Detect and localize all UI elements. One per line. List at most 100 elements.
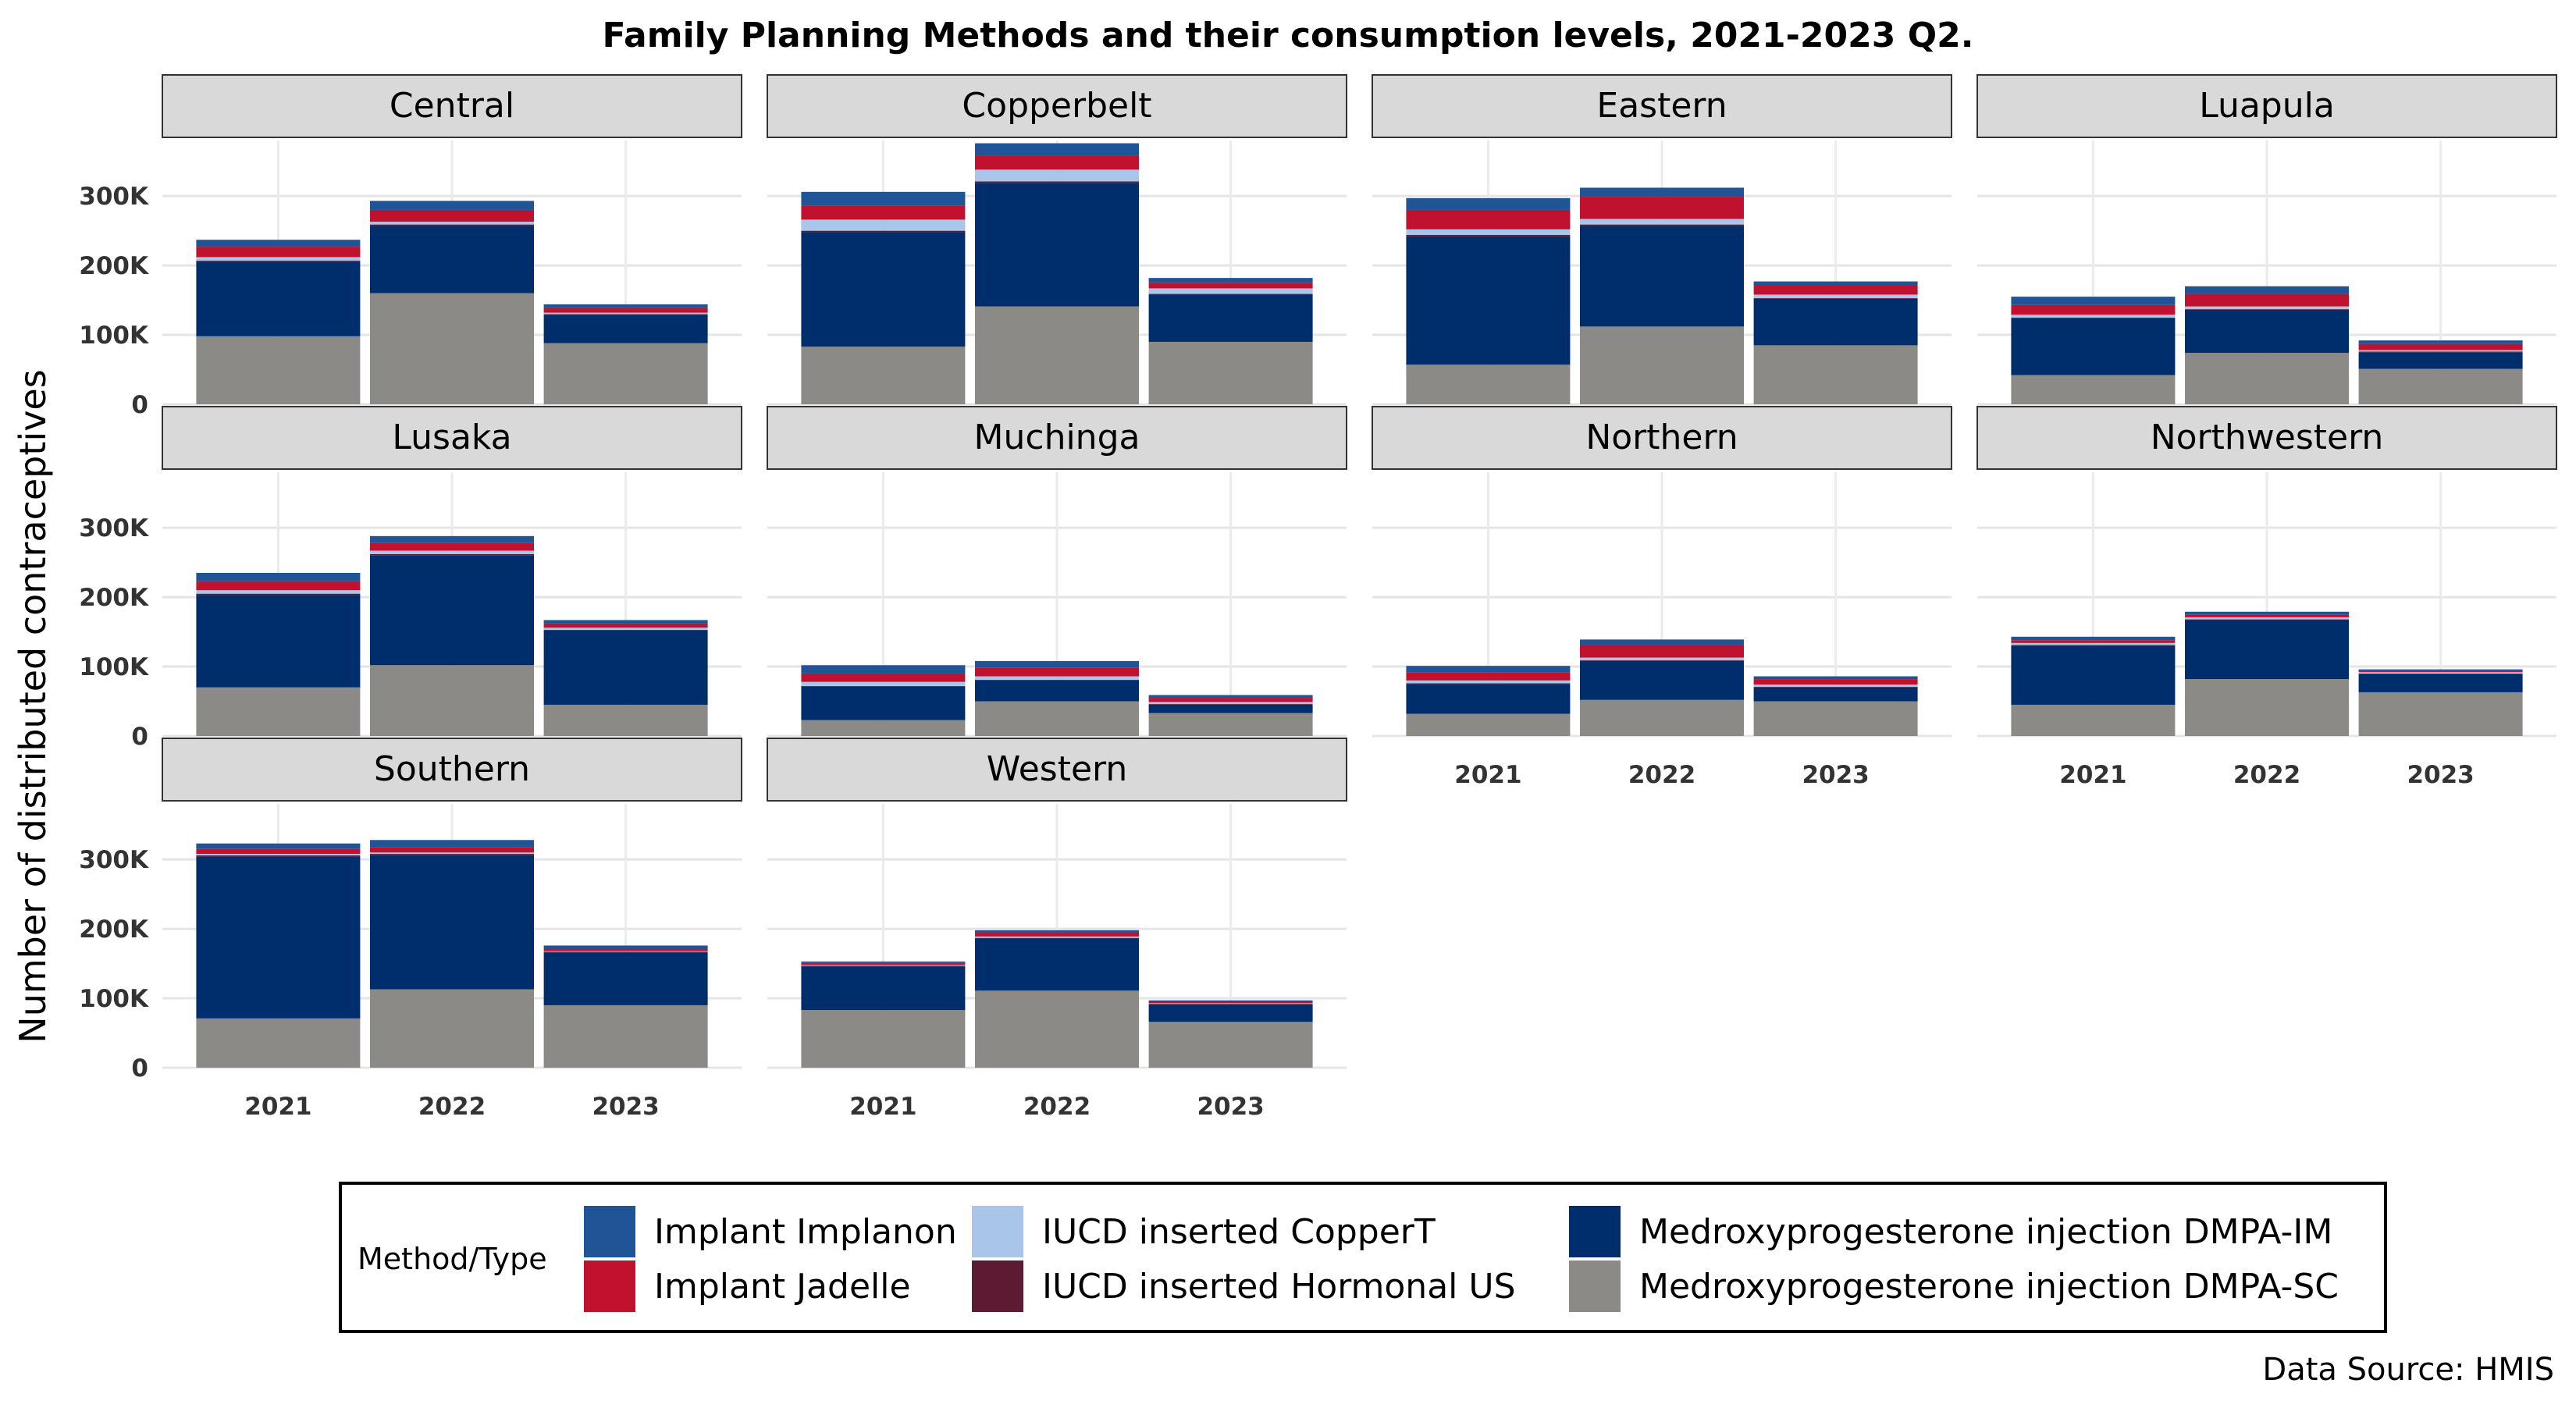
- facet-strip-northern: [1372, 406, 1952, 470]
- legend-box: [339, 1182, 2387, 1333]
- legend-label-iucd_hormonal: IUCD inserted Hormonal US: [1042, 1267, 1516, 1307]
- facet-panel-eastern: Eastern: [1372, 74, 1952, 406]
- bar-western-2021-implant_jadelle: [801, 962, 966, 965]
- facet-panel-western: Western 2021 2022 2023: [767, 738, 1347, 1121]
- bar-lusaka-2023-dmpa_sc: [543, 704, 708, 736]
- legend-swatch-iucd_hormonal: [972, 1260, 1023, 1312]
- bar-northwestern-2021-iucd_coppert: [2011, 642, 2176, 645]
- bar-copperbelt-2023-iucd_hormonal: [1148, 293, 1313, 295]
- y-axis-label: Number of distributed contraceptives: [12, 369, 54, 1043]
- bar-southern-2021-dmpa_im: [196, 856, 361, 1019]
- bar-muchinga-2023-implant_implanon: [1148, 695, 1313, 699]
- bar-eastern-2023-dmpa_sc: [1753, 345, 1918, 404]
- bar-southern-2022-dmpa_im: [370, 855, 534, 990]
- bar-luapula-2021-implant_implanon: [2011, 297, 2176, 305]
- bar-luapula-2022-iucd_hormonal: [2185, 309, 2349, 311]
- bar-copperbelt-2023-implant_implanon: [1148, 278, 1313, 283]
- bar-central-2022-iucd_coppert: [370, 222, 534, 225]
- bar-eastern-2022-implant_implanon: [1580, 187, 1744, 197]
- bar-lusaka-2023-iucd_coppert: [543, 628, 708, 630]
- x-tick-label: 2021: [849, 1093, 916, 1121]
- bar-luapula-2023-dmpa_sc: [2358, 368, 2523, 404]
- facet-panels: Central 0 100K 200K 300K Copperbelt Eastern Lua…: [79, 74, 2557, 1121]
- bar-muchinga-2023-implant_jadelle: [1148, 698, 1313, 702]
- bar-central-2023-dmpa_sc: [543, 343, 708, 404]
- bar-muchinga-2023-dmpa_sc: [1148, 713, 1313, 736]
- bar-northwestern-2022-implant_jadelle: [2185, 614, 2349, 617]
- bar-copperbelt-2021-implant_jadelle: [801, 205, 966, 220]
- legend-items: Implant Implanon Implant Jadelle IUCD inse…: [584, 1206, 2339, 1312]
- bar-lusaka-2022-iucd_coppert: [370, 550, 534, 554]
- bar-muchinga-2023-iucd_hormonal: [1148, 704, 1313, 705]
- bar-lusaka-2021-implant_jadelle: [196, 581, 361, 591]
- y-tick-label: 200K: [79, 584, 149, 612]
- facet-strip-western: [767, 738, 1347, 802]
- bar-northwestern-2022-iucd_coppert: [2185, 617, 2349, 620]
- bar-lusaka-2022-implant_jadelle: [370, 542, 534, 551]
- bar-central-2021-iucd_coppert: [196, 257, 361, 261]
- bar-northwestern-2023-dmpa_im: [2358, 674, 2523, 692]
- bar-northwestern-2023-dmpa_sc: [2358, 692, 2523, 736]
- bar-central-2022-implant_implanon: [370, 201, 534, 210]
- bar-western-2021-dmpa_im: [801, 966, 966, 1011]
- bar-eastern-2022-iucd_coppert: [1580, 219, 1744, 225]
- bar-lusaka-2022-dmpa_sc: [370, 665, 534, 736]
- bar-muchinga-2023-iucd_coppert: [1148, 702, 1313, 705]
- x-tick-label: 2023: [2407, 761, 2474, 789]
- bar-western-2021-dmpa_sc: [801, 1010, 966, 1068]
- data-source-caption: Data Source: HMIS: [2262, 1352, 2554, 1388]
- bar-lusaka-2021-iucd_coppert: [196, 590, 361, 594]
- facet-strip-label-lusaka: Lusaka: [392, 418, 511, 457]
- bar-western-2022-implant_implanon: [975, 930, 1139, 933]
- bar-southern-2022-implant_implanon: [370, 840, 534, 848]
- y-tick-label: 100K: [79, 985, 149, 1013]
- bar-eastern-2021-iucd_hormonal: [1406, 234, 1571, 236]
- bar-copperbelt-2022-iucd_hormonal: [975, 181, 1139, 183]
- bar-northern-2021-dmpa_sc: [1406, 713, 1571, 736]
- facet-strip-copperbelt: [767, 74, 1347, 138]
- bar-luapula-2021-implant_jadelle: [2011, 304, 2176, 315]
- bar-southern-2021-iucd_hormonal: [196, 855, 361, 857]
- bar-muchinga-2021-implant_jadelle: [801, 673, 966, 682]
- bar-central-2021-dmpa_sc: [196, 336, 361, 404]
- x-tick-label: 2021: [1454, 761, 1521, 789]
- bar-western-2022-dmpa_im: [975, 938, 1139, 991]
- bar-eastern-2022-dmpa_im: [1580, 226, 1744, 327]
- bar-central-2023-iucd_hormonal: [543, 314, 708, 315]
- bar-eastern-2022-iucd_hormonal: [1580, 224, 1744, 226]
- x-tick-label: 2021: [2059, 761, 2126, 789]
- bar-southern-2022-iucd_coppert: [370, 852, 534, 855]
- bar-northern-2022-implant_jadelle: [1580, 645, 1744, 658]
- bar-northern-2021-implant_jadelle: [1406, 672, 1571, 681]
- bar-northwestern-2021-implant_implanon: [2011, 636, 2176, 641]
- bar-luapula-2022-iucd_coppert: [2185, 306, 2349, 310]
- y-tick-label: 100K: [79, 322, 149, 350]
- facet-strip-label-northwestern: Northwestern: [2151, 418, 2384, 457]
- facet-strip-label-southern: Southern: [374, 749, 530, 789]
- bar-eastern-2022-implant_jadelle: [1580, 197, 1744, 219]
- bar-copperbelt-2022-implant_implanon: [975, 143, 1139, 156]
- legend-label-dmpa_im: Medroxyprogesterone injection DMPA-IM: [1639, 1212, 2332, 1252]
- x-tick-label: 2023: [1197, 1093, 1264, 1121]
- bar-eastern-2021-implant_implanon: [1406, 197, 1571, 210]
- bar-northwestern-2022-implant_implanon: [2185, 611, 2349, 615]
- bar-northern-2022-dmpa_sc: [1580, 699, 1744, 736]
- bar-western-2022-dmpa_sc: [975, 990, 1139, 1068]
- bar-luapula-2023-implant_jadelle: [2358, 343, 2523, 350]
- bar-northern-2021-iucd_hormonal: [1406, 683, 1571, 684]
- legend-label-implant_jadelle: Implant Jadelle: [654, 1267, 911, 1307]
- bar-southern-2023-iucd_coppert: [543, 951, 708, 952]
- y-tick-label: 200K: [79, 916, 149, 944]
- facet-strip-label-western: Western: [987, 749, 1127, 789]
- facet-strip-label-northern: Northern: [1585, 418, 1738, 457]
- bar-luapula-2021-dmpa_sc: [2011, 375, 2176, 404]
- facet-strip-southern: [162, 738, 742, 802]
- bar-lusaka-2021-iucd_hormonal: [196, 593, 361, 596]
- bar-southern-2023-iucd_hormonal: [543, 951, 708, 953]
- bar-southern-2021-implant_implanon: [196, 843, 361, 849]
- bar-southern-2022-dmpa_sc: [370, 989, 534, 1068]
- y-tick-label: 0: [131, 723, 148, 751]
- bar-northern-2023-dmpa_im: [1753, 687, 1918, 702]
- x-tick-label: 2022: [1628, 761, 1695, 789]
- y-tick-label: 200K: [79, 252, 149, 280]
